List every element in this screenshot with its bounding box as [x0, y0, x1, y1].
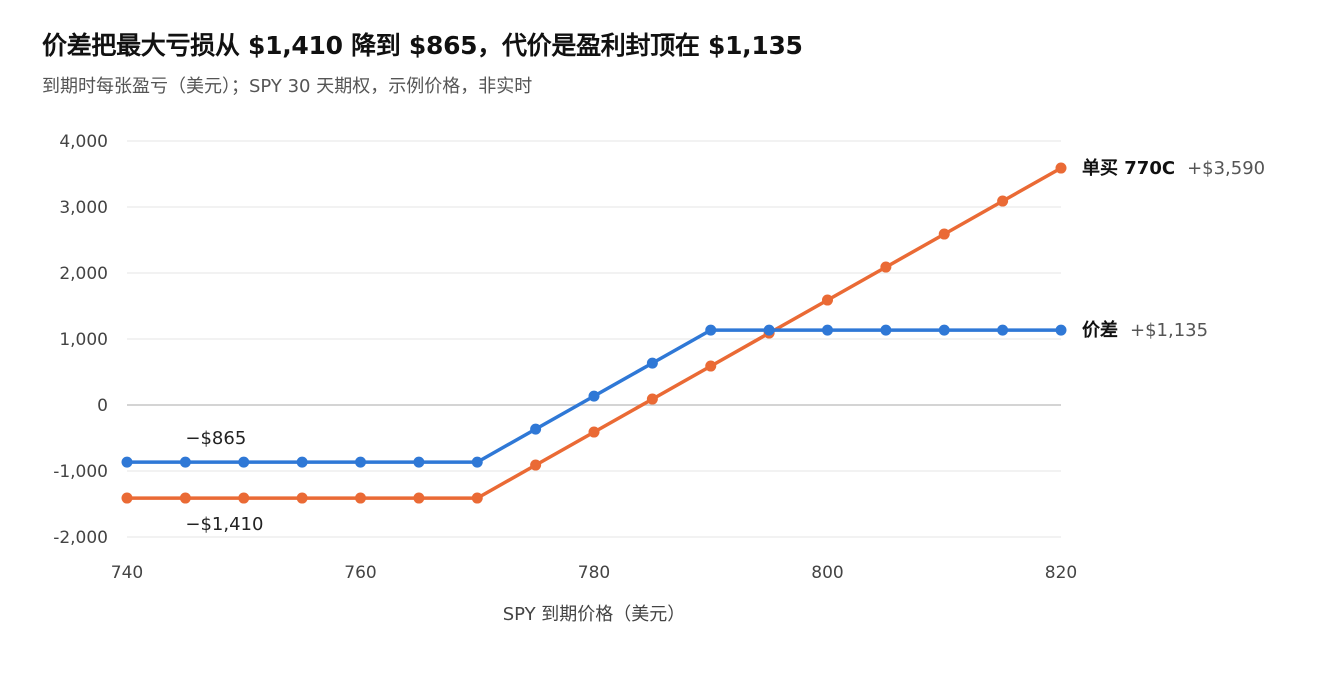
data-point — [822, 294, 833, 306]
annotation-label: −$865 — [185, 428, 246, 449]
data-point — [471, 492, 483, 504]
data-point — [588, 426, 600, 438]
data-point — [471, 456, 483, 468]
data-point — [121, 456, 133, 468]
y-tick-label: 1,000 — [59, 330, 108, 350]
x-tick-label: 800 — [811, 563, 843, 583]
end-labels: 单买 770C +$3,590 价差 +$1,135 — [1082, 157, 1265, 341]
series-end-value: +$3,590 — [1187, 158, 1265, 179]
series-end-name: 价差 — [1082, 319, 1118, 341]
data-point — [355, 456, 366, 468]
y-tick-label: -2,000 — [53, 528, 108, 548]
data-point — [646, 393, 658, 405]
series-lines — [121, 162, 1067, 504]
x-tick-label: 760 — [344, 563, 376, 583]
data-point — [705, 360, 717, 372]
chart-title: 价差把最大亏损从 $1,410 降到 $865，代价是盈利封顶在 $1,135 — [42, 31, 803, 60]
data-point — [938, 324, 950, 336]
data-point — [588, 390, 600, 402]
data-point — [296, 456, 308, 468]
data-point — [997, 324, 1009, 336]
data-point — [763, 324, 775, 336]
data-point — [530, 459, 542, 471]
annotation-label: −$1,410 — [185, 514, 263, 535]
x-tick-label: 780 — [578, 563, 610, 583]
x-tick-label: 820 — [1045, 563, 1077, 583]
data-point — [179, 456, 191, 468]
data-point — [705, 324, 717, 336]
data-point — [1055, 162, 1067, 174]
data-point — [997, 195, 1009, 207]
y-tick-label: 2,000 — [59, 264, 108, 284]
series-line-0 — [125, 166, 1063, 500]
y-axis-ticks: 4,000 3,000 2,000 1,000 0 -1,000 -2,000 — [53, 132, 108, 548]
series-end-value: +$1,135 — [1130, 320, 1208, 341]
grid-lines — [127, 140, 1061, 538]
data-point — [238, 492, 250, 504]
x-tick-label: 740 — [111, 563, 143, 583]
y-tick-label: 0 — [97, 396, 108, 416]
annotations: −$865 −$1,410 — [185, 428, 263, 535]
data-point — [880, 324, 892, 336]
data-point — [413, 456, 425, 468]
data-point — [646, 357, 658, 369]
data-point — [179, 492, 191, 504]
data-point — [938, 228, 950, 240]
data-point — [296, 492, 308, 504]
chart-subtitle: 到期时每张盈亏（美元）；SPY 30 天期权，示例价格，非实时 — [42, 76, 533, 97]
data-point — [822, 324, 833, 336]
y-tick-label: -1,000 — [53, 462, 108, 482]
data-point — [121, 492, 133, 504]
y-tick-label: 3,000 — [59, 198, 108, 218]
data-point — [1055, 324, 1067, 336]
data-point — [238, 456, 250, 468]
x-axis-ticks: 740 760 780 800 820 — [111, 563, 1077, 583]
x-axis-title: SPY 到期价格（美元） — [503, 604, 686, 625]
data-point — [530, 423, 542, 435]
data-point — [355, 492, 366, 504]
data-point — [880, 261, 892, 273]
data-point — [413, 492, 425, 504]
y-tick-label: 4,000 — [59, 132, 108, 152]
series-end-name: 单买 770C — [1082, 157, 1175, 179]
